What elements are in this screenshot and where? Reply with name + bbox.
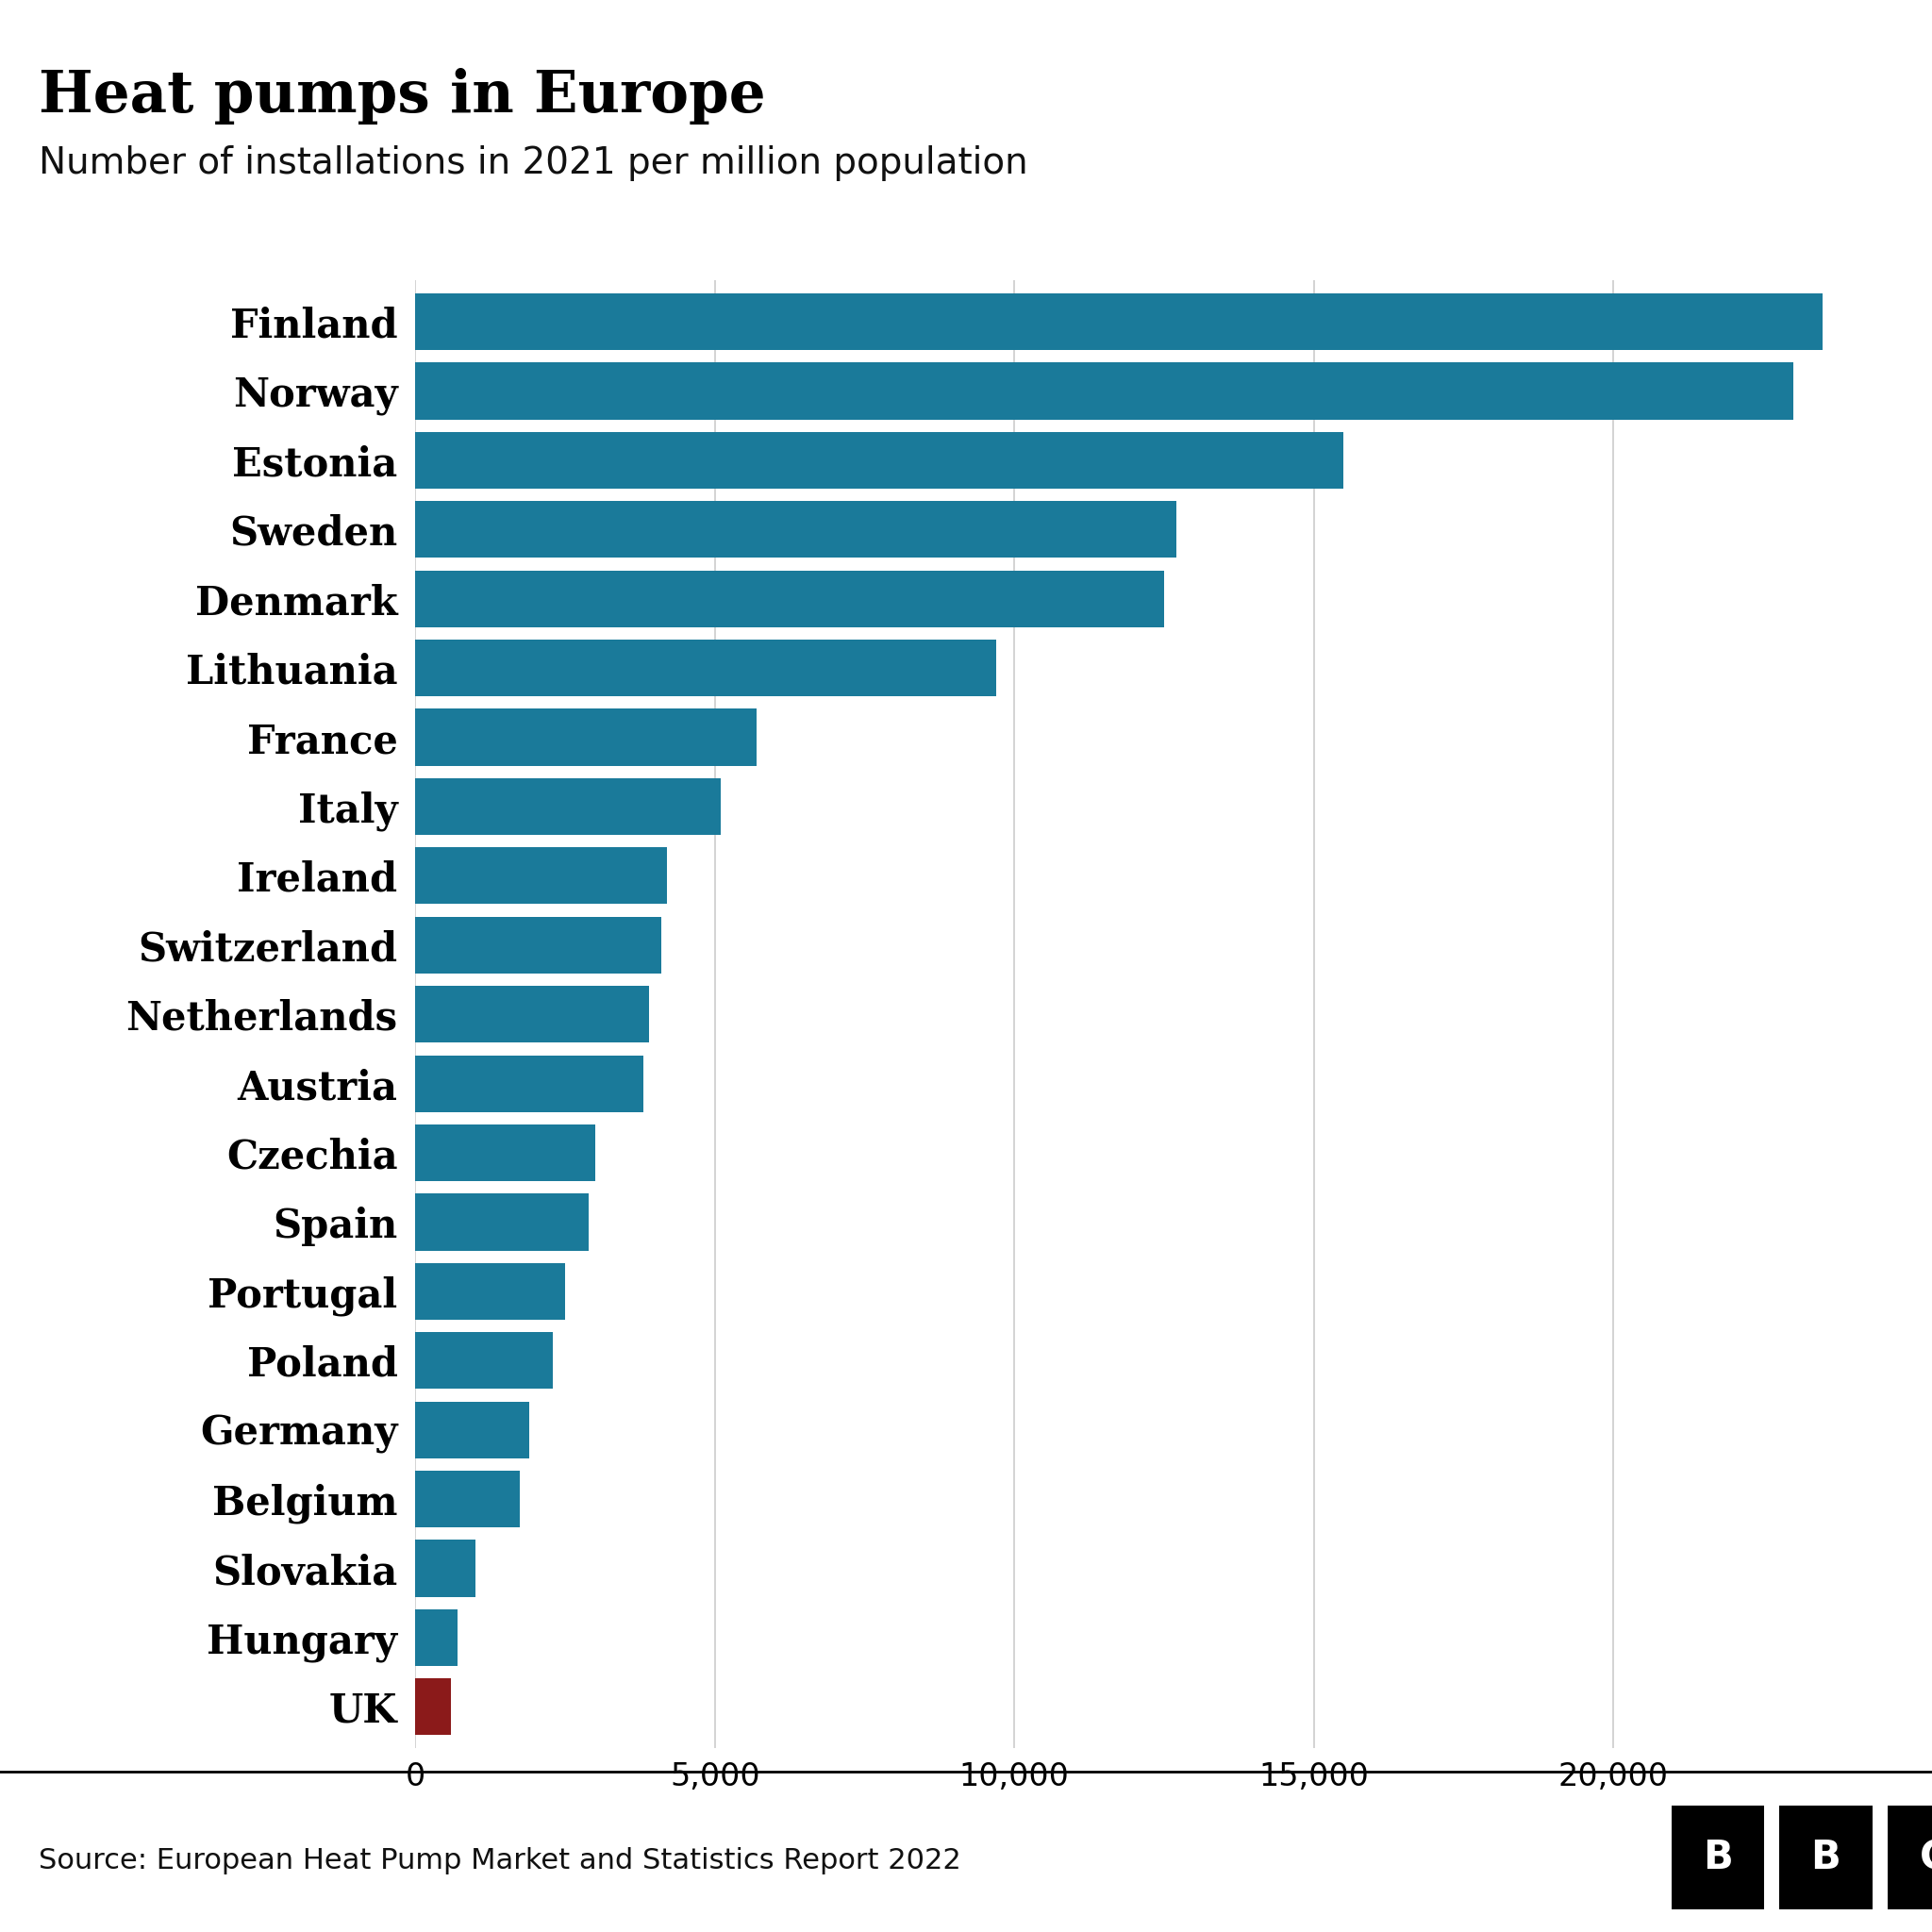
Bar (415, 570, 1163, 628)
Bar (415, 1540, 475, 1596)
Text: B: B (1702, 1837, 1733, 1878)
Text: Number of installations in 2021 per million population: Number of installations in 2021 per mill… (39, 145, 1028, 182)
Text: Heat pumps in Europe: Heat pumps in Europe (39, 68, 765, 124)
Bar (415, 779, 721, 835)
Text: Source: European Heat Pump Market and Statistics Report 2022: Source: European Heat Pump Market and St… (39, 1847, 960, 1874)
Bar (415, 639, 997, 696)
Text: C: C (1920, 1837, 1932, 1878)
FancyBboxPatch shape (1671, 1806, 1764, 1909)
Bar (415, 916, 661, 974)
Bar (415, 1055, 643, 1113)
Bar (415, 433, 1345, 489)
Bar (415, 709, 757, 765)
Bar (415, 1401, 529, 1459)
Bar (415, 500, 1177, 558)
Bar (415, 1679, 450, 1735)
Bar (415, 1194, 589, 1250)
Bar (415, 1333, 553, 1389)
Bar (415, 848, 667, 904)
Bar (415, 1264, 564, 1320)
Bar (415, 1609, 458, 1665)
Bar (415, 363, 1793, 419)
FancyBboxPatch shape (1779, 1806, 1872, 1909)
Bar (415, 1470, 520, 1528)
Bar (415, 294, 1824, 350)
FancyBboxPatch shape (1888, 1806, 1932, 1909)
Text: B: B (1810, 1837, 1841, 1878)
Bar (415, 985, 649, 1043)
Bar (415, 1124, 595, 1180)
